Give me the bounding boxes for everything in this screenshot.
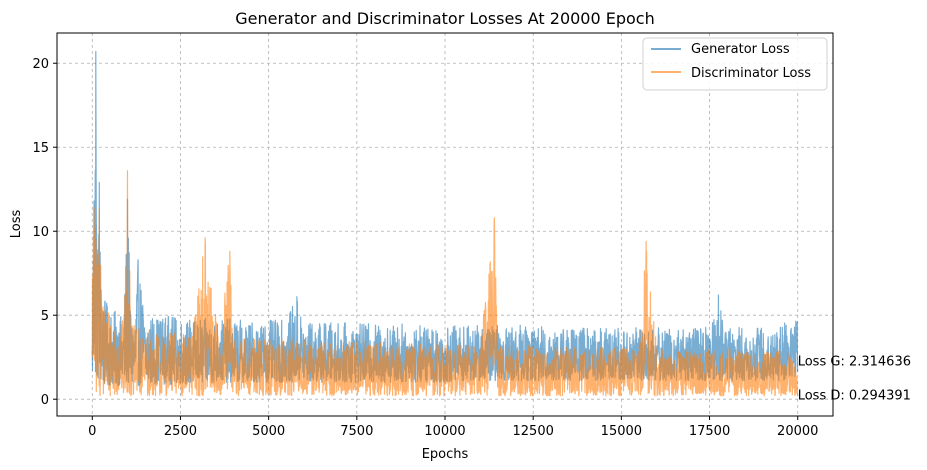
legend-label-generator: Generator Loss bbox=[691, 42, 790, 57]
chart-title: Generator and Discriminator Losses At 20… bbox=[235, 9, 655, 28]
x-tick-label: 20000 bbox=[777, 424, 818, 439]
legend-box bbox=[642, 37, 828, 91]
x-tick-label: 15000 bbox=[601, 424, 642, 439]
discriminator-loss-line bbox=[91, 170, 799, 397]
x-axis-label: Epochs bbox=[422, 447, 469, 462]
legend-label-discriminator: Discriminator Loss bbox=[691, 66, 811, 81]
x-tick-label: 17500 bbox=[689, 424, 730, 439]
y-axis-label: Loss bbox=[9, 210, 24, 239]
y-tick-label: 20 bbox=[32, 57, 49, 72]
x-tick-label: 2500 bbox=[164, 424, 197, 439]
x-tick-label: 7500 bbox=[340, 424, 373, 439]
x-tick-label: 12500 bbox=[513, 424, 554, 439]
annotation-loss-d: Loss D: 0.294391 bbox=[798, 388, 911, 403]
y-tick-label: 0 bbox=[41, 393, 49, 408]
plot-series bbox=[91, 50, 799, 397]
y-tick-label: 5 bbox=[41, 309, 49, 324]
x-axis: 0 2500 5000 7500 10000 12500 15000 17500 20000 bbox=[88, 416, 818, 439]
legend: Generator Loss Discriminator Loss bbox=[642, 37, 828, 91]
y-tick-label: 15 bbox=[32, 141, 49, 156]
y-tick-label: 10 bbox=[32, 225, 49, 240]
x-tick-label: 0 bbox=[88, 424, 96, 439]
x-tick-label: 5000 bbox=[252, 424, 285, 439]
annotation-loss-g: Loss G: 2.314636 bbox=[798, 354, 911, 369]
annotations: Loss G: 2.314636 Loss D: 0.294391 bbox=[798, 354, 911, 403]
x-tick-label: 10000 bbox=[424, 424, 465, 439]
y-axis: 0 5 10 15 20 bbox=[32, 57, 57, 408]
